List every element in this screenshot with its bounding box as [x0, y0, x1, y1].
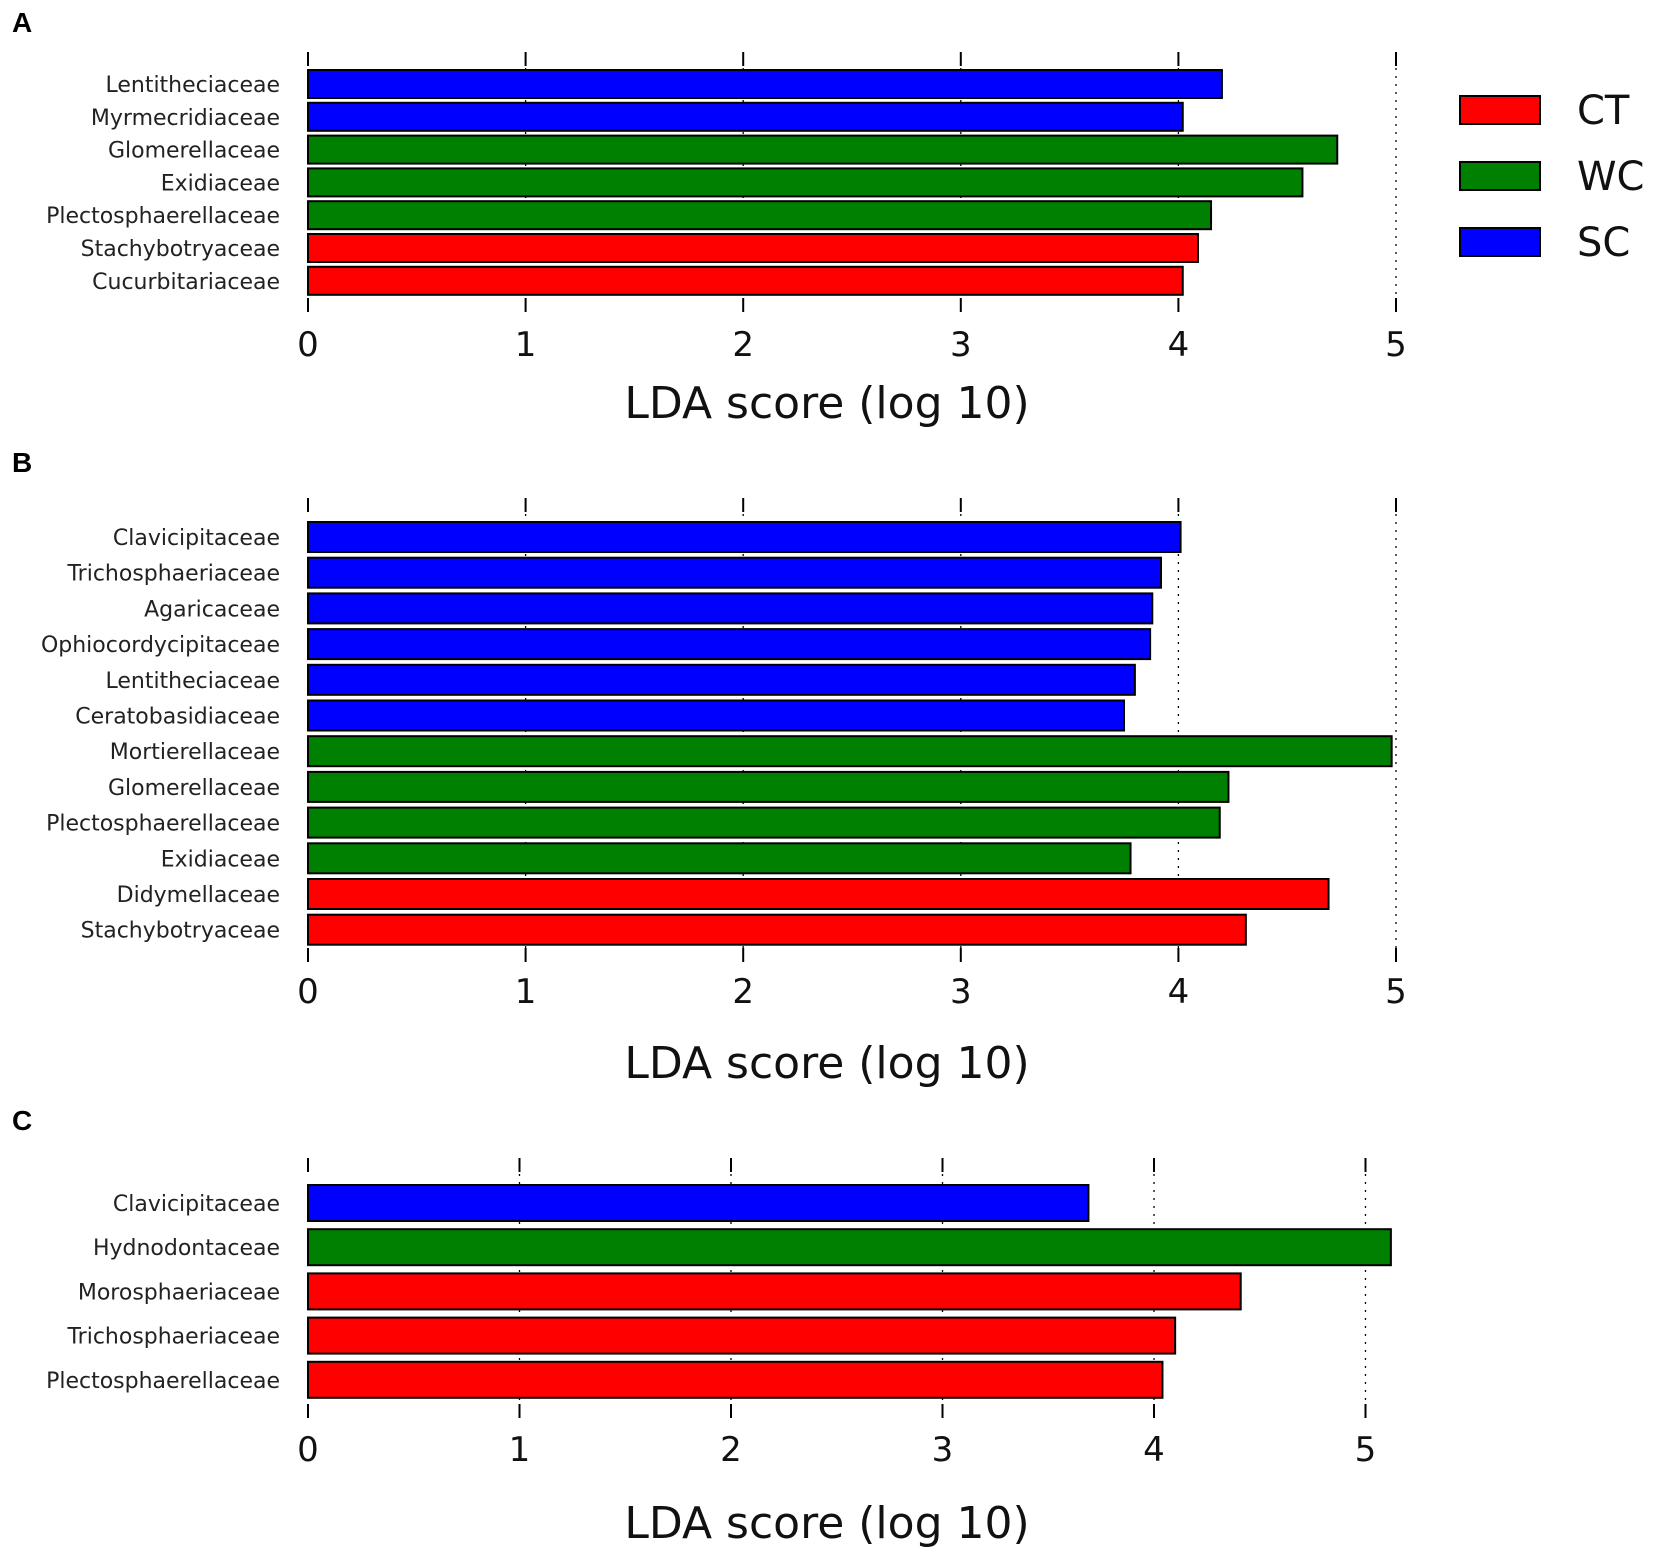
panel-letter: C: [12, 1105, 32, 1136]
bar: [307, 1272, 1242, 1311]
tick-label: 5: [1385, 325, 1407, 365]
tick-label: 1: [509, 1430, 531, 1470]
bar: [307, 1316, 1177, 1355]
tick-label: 3: [950, 972, 972, 1012]
bar: [307, 1228, 1392, 1267]
legend-swatch: [1459, 95, 1541, 125]
category-label: Cucurbitariaceae: [92, 270, 280, 295]
bar: [307, 628, 1152, 661]
bar: [307, 913, 1247, 946]
category-label: Plectosphaerellaceae: [46, 204, 280, 229]
x-axis-title: LDA score (log 10): [624, 1038, 1029, 1089]
category-label: Ophiocordycipitaceae: [41, 633, 280, 658]
bar: [307, 265, 1184, 296]
category-label: Glomerellaceae: [108, 139, 280, 164]
tick-label: 5: [1385, 972, 1407, 1012]
category-label: Plectosphaerellaceae: [46, 812, 280, 837]
category-label: Trichosphaeriaceae: [66, 1325, 280, 1350]
panel-letter: A: [12, 7, 32, 38]
bar: [307, 878, 1330, 910]
tick-label: 2: [720, 1430, 742, 1470]
bar: [307, 556, 1162, 589]
category-label: Exidiaceae: [161, 171, 280, 196]
bar: [307, 770, 1230, 803]
panel-c: C 0 1 2 3 4 5 Clavicipitaceae Hydnodontaceae Moro…: [12, 1105, 1392, 1549]
bar: [307, 842, 1132, 875]
category-label: Plectosphaerellaceae: [46, 1369, 280, 1394]
bar: [307, 101, 1184, 132]
category-label: Lentitheciaceae: [105, 669, 280, 694]
tick-label: 1: [515, 972, 537, 1012]
tick-label: 0: [297, 1430, 319, 1470]
tick-label: 4: [1168, 325, 1190, 365]
tick-label: 2: [732, 325, 754, 365]
category-label: Glomerellaceae: [108, 776, 280, 801]
category-label: Didymellaceae: [117, 883, 280, 908]
bar: [307, 663, 1136, 696]
category-label: Clavicipitaceae: [113, 526, 280, 551]
bar: [307, 134, 1339, 165]
bar: [307, 735, 1393, 768]
legend-label: WC: [1577, 154, 1644, 200]
category-label: Clavicipitaceae: [113, 1192, 280, 1217]
category-label: Stachybotryaceae: [81, 919, 280, 944]
bar: [307, 1184, 1090, 1222]
x-axis-title: LDA score (log 10): [624, 1498, 1029, 1549]
legend-label: CT: [1577, 88, 1630, 134]
tick-label: 5: [1355, 1430, 1377, 1470]
panel-letter: B: [12, 447, 32, 478]
category-label: Stachybotryaceae: [81, 237, 280, 262]
tick-label: 1: [515, 325, 537, 365]
category-label: Exidiaceae: [161, 847, 280, 872]
category-label: Ceratobasidiaceae: [75, 705, 280, 730]
category-label: Morosphaeriaceae: [78, 1280, 280, 1305]
category-label: Lentitheciaceae: [105, 73, 280, 98]
legend-swatch: [1459, 161, 1541, 191]
tick-label: 4: [1168, 972, 1190, 1012]
tick-label: 4: [1143, 1430, 1165, 1470]
panel-b: B 0 1 2 3 4 5 Clavicipitaceae Trichosphaeriaceae…: [12, 447, 1407, 1089]
legend: CT WC SC: [1459, 88, 1644, 266]
bar: [307, 69, 1223, 99]
tick-label: 3: [950, 325, 972, 365]
category-label: Mortierellaceae: [110, 740, 280, 765]
category-label: Hydnodontaceae: [93, 1236, 280, 1261]
panel-a: A 0 1 2 3 4 5 Lentitheciaceae Myrmecridiaceae Glo…: [12, 7, 1407, 429]
bar: [307, 592, 1154, 625]
tick-label: 2: [732, 972, 754, 1012]
tick-label: 0: [297, 972, 319, 1012]
bar: [307, 167, 1304, 198]
legend-swatch: [1459, 227, 1541, 257]
bar: [307, 521, 1182, 553]
category-label: Trichosphaeriaceae: [66, 562, 280, 587]
legend-label: SC: [1577, 220, 1630, 266]
bar: [307, 699, 1125, 732]
bar: [307, 233, 1199, 263]
tick-label: 3: [932, 1430, 954, 1470]
bar: [307, 200, 1213, 231]
category-label: Myrmecridiaceae: [91, 106, 280, 131]
category-label: Agaricaceae: [144, 597, 280, 622]
bar: [307, 1360, 1164, 1399]
tick-label: 0: [297, 325, 319, 365]
x-axis-title: LDA score (log 10): [624, 378, 1029, 429]
bar: [307, 806, 1221, 839]
